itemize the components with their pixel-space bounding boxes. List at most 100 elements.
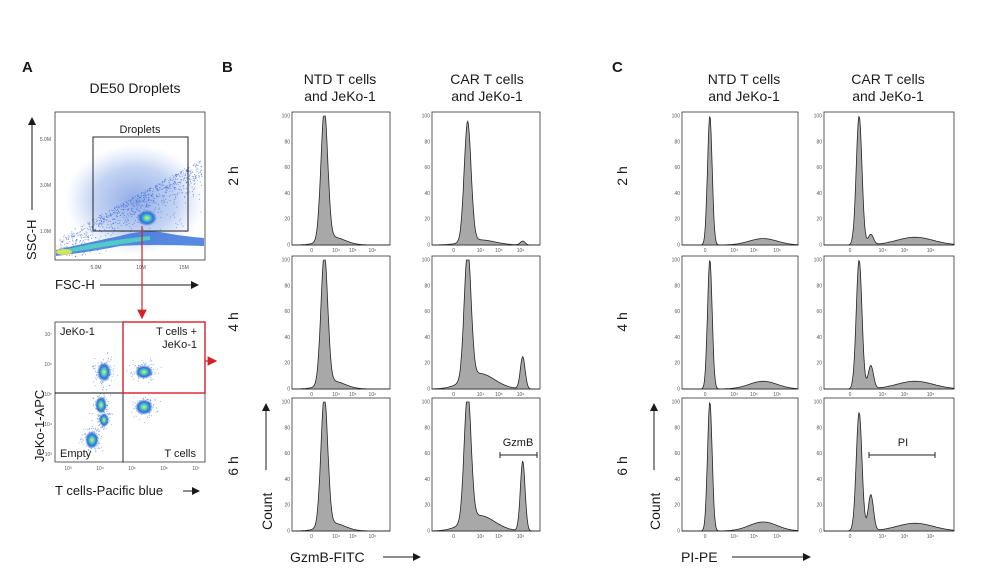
scatter2-point: [149, 360, 151, 362]
scatter1-point: [200, 173, 202, 175]
scatter1-point: [161, 195, 164, 197]
scatter1-point: [198, 175, 200, 178]
scatter1-point: [164, 195, 166, 197]
scatter1-point: [143, 197, 145, 199]
scatter2-point: [98, 430, 100, 432]
scatter1-point: [108, 215, 110, 217]
scatter1-point: [133, 201, 135, 203]
scatter1-point: [164, 205, 167, 207]
histogram-y-tick: 0: [677, 243, 680, 249]
histogram-y-tick: 40: [674, 335, 680, 341]
scatter1-point: [96, 223, 98, 225]
scatter2-ylabel: JeKo-1-APC: [32, 390, 47, 462]
scatter1-point: [108, 227, 111, 229]
scatter1-point: [149, 187, 151, 189]
scatter1-point: [105, 216, 107, 218]
scatter1-point: [87, 228, 89, 230]
scatter1-point: [137, 221, 139, 223]
histogram-y-tick: 100: [422, 400, 431, 406]
scatter1-point: [65, 246, 67, 248]
scatter2-x-tick: 10⁵: [128, 466, 136, 472]
scatter1-point: [117, 211, 119, 213]
scatter1-point: [79, 231, 81, 233]
scatter1-xlabel: FSC-H: [55, 277, 95, 292]
histogram-area: [292, 115, 390, 246]
scatter2-point: [97, 421, 99, 423]
scatter1-point: [79, 240, 81, 242]
scatter-quadrants: JeKo-1 T cells + JeKo-1 Empty T cells Je…: [32, 321, 218, 498]
scatter2-point: [81, 438, 83, 440]
histogram-c-car: 0 20 40 60 80 100 0 10⁴ 10⁵ 10⁶: [814, 397, 955, 540]
scatter1-point: [96, 221, 98, 223]
histogram-area: [824, 412, 955, 532]
histogram-area: [682, 401, 799, 532]
histogram-y-tick: 80: [674, 139, 680, 145]
scatter1-point: [117, 219, 119, 221]
b-col1-title-2: and JeKo-1: [304, 88, 376, 104]
scatter1-point: [136, 206, 138, 208]
scatter2-point: [102, 450, 104, 452]
scatter1-point: [157, 183, 159, 185]
histogram-y-tick: 0: [427, 387, 430, 393]
scatter1-point: [162, 195, 164, 197]
density-band-core: [58, 236, 150, 254]
scatter1-point: [131, 203, 133, 205]
scatter1-point: [144, 195, 146, 197]
histogram-y-tick: 40: [424, 477, 430, 483]
scatter1-point: [147, 204, 149, 206]
scatter1-point: [100, 224, 102, 226]
scatter1-point: [71, 237, 73, 239]
histogram-y-tick: 100: [422, 258, 431, 264]
scatter1-point: [172, 190, 174, 192]
scatter2-point: [133, 416, 135, 418]
scatter1-point: [88, 221, 90, 223]
histogram-x-tick: 10⁶: [773, 534, 781, 540]
scatter1-point: [162, 184, 164, 186]
scatter2-point: [93, 366, 95, 368]
histogram-y-tick: 80: [816, 139, 822, 145]
c-col1-title-2: and JeKo-1: [708, 88, 780, 104]
histogram-y-tick: 60: [674, 165, 680, 171]
scatter1-point: [200, 184, 203, 187]
scatter1-point: [71, 254, 73, 256]
scatter1-point: [112, 222, 114, 224]
scatter1-point: [168, 181, 170, 183]
scatter1-point: [93, 221, 95, 223]
scatter2-point: [98, 395, 100, 397]
histogram-x-tick: 0: [849, 248, 852, 254]
histogram-y-tick: 20: [816, 503, 822, 509]
scatter1-point: [192, 171, 194, 173]
histogram-x-tick: 0: [452, 392, 455, 398]
scatter1-point: [72, 239, 74, 241]
scatter1-point: [152, 191, 154, 193]
scatter1-point: [174, 174, 176, 177]
histogram-y-tick: 20: [284, 217, 290, 223]
scatter1-point: [99, 220, 101, 222]
scatter1-point: [125, 224, 127, 226]
scatter1-point: [185, 192, 187, 194]
histogram-y-tick: 100: [672, 400, 681, 406]
scatter1-point: [198, 160, 201, 163]
scatter1-point: [72, 240, 74, 242]
scatter1-point: [195, 175, 197, 177]
scatter1-point: [192, 175, 194, 178]
scatter1-point: [169, 176, 171, 178]
scatter1-point: [184, 175, 186, 177]
scatter1-point: [158, 183, 161, 186]
scatter1-y-tick: 5.0M: [40, 137, 51, 143]
scatter1-point: [199, 181, 201, 183]
scatter1-point: [149, 187, 152, 189]
scatter1-point: [76, 232, 78, 235]
scatter1-point: [137, 201, 139, 203]
scatter1-point: [94, 222, 96, 224]
scatter1-point: [183, 178, 185, 180]
population-cluster: [99, 413, 109, 427]
scatter1-point: [113, 208, 116, 210]
scatter1-point: [102, 226, 104, 228]
scatter1-point: [193, 179, 196, 181]
scatter1-point: [192, 180, 194, 182]
scatter1-point: [111, 209, 113, 211]
scatter1-point: [148, 196, 150, 198]
scatter1-point: [81, 241, 83, 243]
scatter2-point: [92, 427, 95, 429]
